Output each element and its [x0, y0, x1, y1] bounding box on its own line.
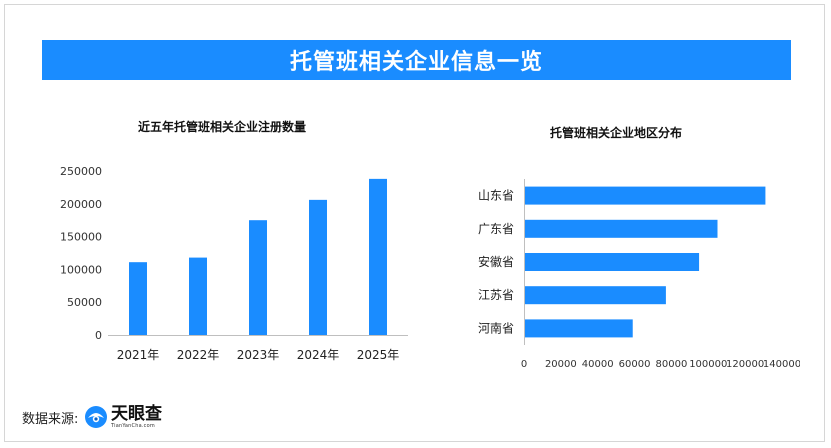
source-label: 数据来源:: [22, 412, 79, 427]
x-tick-label: 2025年: [357, 348, 400, 362]
x-tick-label: 60000: [619, 359, 651, 370]
y-tick-label: 200000: [60, 198, 102, 211]
x-tick-label: 0: [521, 359, 527, 370]
x-tick-label: 40000: [582, 359, 614, 370]
y-tick-label: 100000: [60, 263, 102, 276]
x-tick-label: 2023年: [237, 348, 280, 362]
bar-安徽省: [525, 253, 700, 271]
y-tick-label: 江苏省: [478, 288, 514, 302]
bar-2022年: [189, 257, 207, 335]
right-chart-title: 托管班相关企业地区分布: [550, 126, 683, 140]
bar-2021年: [129, 262, 147, 335]
x-tick-label: 2022年: [177, 348, 220, 362]
bar-山东省: [525, 186, 766, 205]
bar-2025年: [369, 178, 387, 335]
x-tick-label: 100000: [689, 359, 727, 370]
y-tick-label: 广东省: [478, 222, 514, 236]
y-tick-label: 250000: [60, 165, 102, 178]
y-tick-label: 150000: [60, 231, 102, 244]
registration-count-chart: 0 50000 100000 150000 200000 250000 2021年 2022年…: [60, 165, 408, 362]
figure-frame: [4, 4, 825, 442]
bar-2024年: [309, 199, 327, 335]
y-tick-label: 河南省: [478, 320, 514, 335]
y-tick-label: 0: [95, 329, 102, 342]
bar-广东省: [525, 219, 718, 238]
logo-eye-icon: [85, 406, 107, 428]
y-tick-label: 安徽省: [478, 254, 514, 269]
x-tick-label: 140000: [763, 359, 800, 370]
bar-江苏省: [525, 286, 666, 305]
x-tick-label: 20000: [545, 359, 577, 370]
bar-河南省: [525, 319, 633, 338]
tianyancha-logo: 天眼查 TianYanCha.com: [84, 400, 162, 434]
bar-2023年: [249, 220, 267, 335]
logo-name: 天眼查: [111, 404, 162, 424]
x-tick-label: 2021年: [117, 348, 160, 362]
logo-url: TianYanCha.com: [111, 423, 155, 429]
x-tick-label: 120000: [726, 359, 764, 370]
x-tick-label: 80000: [656, 359, 688, 370]
x-tick-label: 2024年: [297, 348, 340, 362]
left-chart-title: 近五年托管班相关企业注册数量: [138, 120, 307, 134]
y-tick-label: 50000: [67, 296, 102, 309]
page-title: 托管班相关企业信息一览: [42, 40, 791, 80]
y-tick-label: 山东省: [478, 189, 514, 203]
